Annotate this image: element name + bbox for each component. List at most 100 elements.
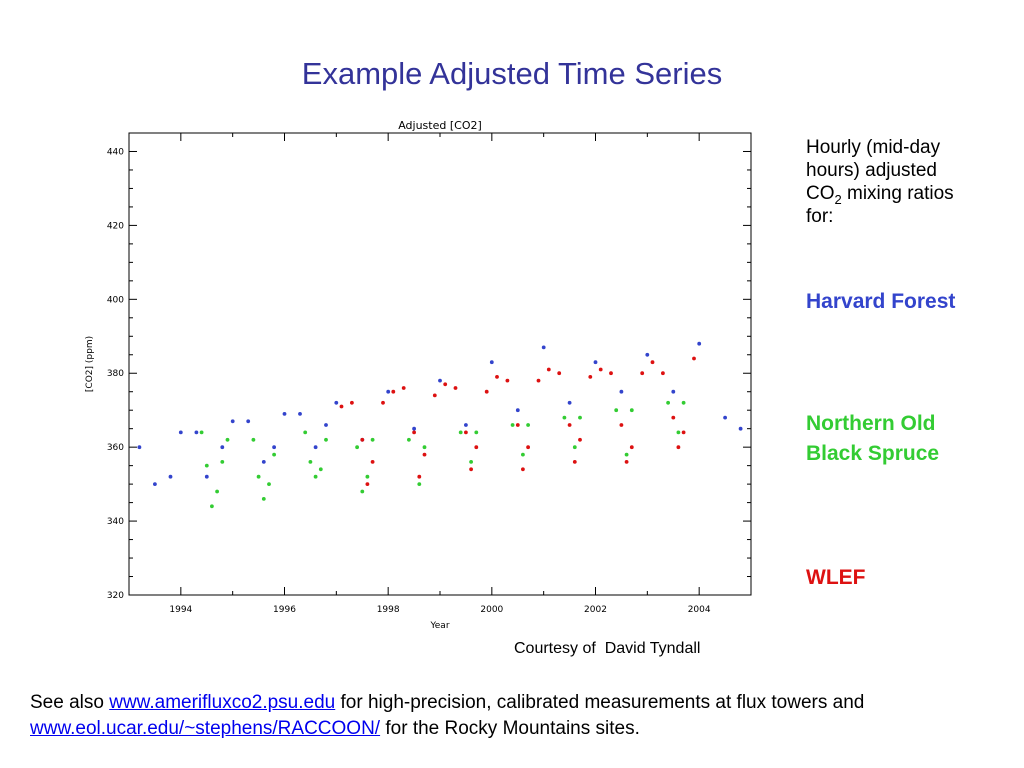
data-point-series-2	[515, 423, 520, 427]
data-point-series-2	[681, 430, 686, 435]
data-point-series-2	[588, 375, 593, 379]
data-point-series-0	[194, 430, 199, 435]
data-point-series-0	[220, 445, 225, 450]
data-point-series-1	[365, 474, 370, 479]
x-axis-label: Year	[429, 621, 449, 631]
data-point-series-2	[484, 389, 489, 394]
data-point-series-2	[624, 460, 629, 464]
data-point-series-1	[261, 497, 266, 501]
y-tick-label: 400	[107, 295, 124, 305]
data-point-series-1	[417, 482, 422, 486]
data-point-series-0	[272, 445, 276, 450]
data-point-series-1	[407, 437, 411, 442]
data-point-series-1	[251, 437, 256, 442]
data-point-series-0	[246, 419, 251, 424]
data-point-series-0	[324, 423, 328, 427]
data-point-series-1	[256, 474, 261, 479]
y-tick-label: 380	[107, 369, 124, 379]
data-point-series-0	[697, 341, 702, 346]
x-tick-label: 2002	[584, 605, 607, 615]
data-point-series-1	[199, 430, 204, 435]
data-point-series-1	[204, 463, 209, 468]
data-point-series-2	[360, 437, 365, 442]
data-point-series-0	[738, 426, 743, 431]
data-point-series-1	[303, 430, 308, 435]
data-point-series-0	[593, 360, 598, 365]
data-point-series-2	[412, 430, 416, 435]
data-point-series-1	[526, 423, 530, 427]
data-point-series-0	[168, 474, 173, 479]
data-point-series-1	[360, 489, 365, 494]
y-tick-label: 440	[107, 147, 124, 157]
y-tick-label: 340	[107, 517, 124, 527]
data-point-series-2	[546, 367, 551, 372]
x-tick-label: 1998	[377, 605, 400, 615]
legend-wlef: WLEF	[806, 566, 866, 589]
y-tick-label: 320	[107, 591, 124, 601]
data-point-series-1	[355, 445, 359, 450]
description-text-2: mixing ratios for:	[806, 183, 954, 227]
data-point-series-2	[464, 430, 468, 435]
data-point-series-1	[313, 474, 318, 479]
data-point-series-2	[365, 482, 370, 486]
data-point-series-1	[681, 400, 686, 405]
chart-description: Hourly (mid-day hours) adjusted CO2 mixi…	[806, 136, 976, 228]
y-axis-label: [CO2] (ppm)	[85, 336, 95, 392]
data-point-series-2	[453, 386, 458, 390]
data-point-series-2	[339, 404, 344, 409]
data-point-series-0	[412, 426, 416, 431]
data-point-series-1	[267, 482, 271, 486]
raccoon-link[interactable]: www.eol.ucar.edu/~stephens/RACCOON/	[30, 718, 381, 739]
data-point-series-1	[272, 452, 276, 457]
data-point-series-2	[417, 474, 422, 479]
data-point-series-2	[505, 378, 510, 383]
data-point-series-2	[370, 460, 375, 464]
data-point-series-2	[443, 382, 448, 387]
x-tick-label: 1994	[169, 605, 192, 615]
ameriflux-link[interactable]: www.amerifluxco2.psu.edu	[109, 692, 336, 713]
data-point-series-2	[521, 467, 525, 472]
data-point-series-0	[137, 445, 142, 450]
data-point-series-1	[578, 415, 582, 420]
data-point-series-1	[629, 408, 634, 413]
data-point-series-1	[370, 437, 375, 442]
courtesy-credit: Courtesy of David Tyndall	[514, 640, 701, 657]
data-point-series-0	[282, 412, 287, 416]
data-point-series-1	[469, 460, 473, 464]
data-point-series-1	[521, 452, 525, 457]
data-point-series-0	[541, 345, 546, 350]
x-tick-label: 1996	[273, 605, 296, 615]
data-point-series-0	[178, 430, 183, 435]
data-point-series-2	[557, 371, 562, 376]
data-point-series-0	[489, 360, 494, 365]
data-point-series-2	[692, 356, 696, 361]
data-point-series-2	[567, 423, 572, 427]
co2-scatter-chart: Adjusted [CO2] 320 340 360 380 400 420 440 1994 1…	[85, 119, 752, 631]
data-point-series-1	[215, 489, 220, 494]
footer-note: See also www.amerifluxco2.psu.edu for hi…	[30, 690, 1010, 742]
data-point-series-1	[562, 415, 567, 420]
data-point-series-2	[469, 467, 473, 472]
data-point-series-0	[567, 400, 572, 405]
data-point-series-2	[422, 452, 427, 457]
x-tick-label: 2004	[688, 605, 711, 615]
data-point-series-1	[422, 445, 427, 450]
description-subscript: 2	[834, 191, 842, 207]
data-point-series-2	[401, 386, 406, 390]
data-point-series-1	[220, 460, 225, 464]
data-point-series-2	[572, 460, 577, 464]
data-point-series-1	[572, 445, 577, 450]
data-point-series-2	[526, 445, 530, 450]
data-point-series-2	[578, 437, 582, 442]
data-point-series-0	[671, 389, 676, 394]
data-point-series-2	[432, 393, 437, 398]
data-point-series-0	[313, 445, 318, 450]
data-point-series-0	[645, 352, 650, 357]
data-point-series-1	[676, 430, 681, 435]
data-point-series-0	[464, 423, 468, 427]
data-point-series-1	[324, 437, 328, 442]
data-point-series-2	[629, 445, 634, 450]
footer-text-3: for the Rocky Mountains sites.	[380, 718, 640, 739]
chart-title: Adjusted [CO2]	[398, 119, 482, 132]
data-point-series-2	[640, 371, 645, 376]
